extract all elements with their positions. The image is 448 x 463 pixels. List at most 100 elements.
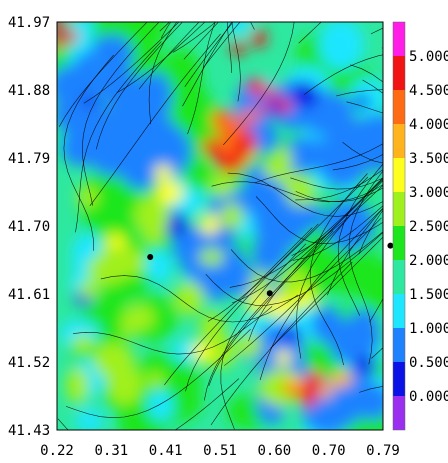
field-patch [57,22,67,32]
streamline [336,89,383,97]
field-patch [155,181,184,204]
streamline [211,181,383,203]
streamline [202,22,241,69]
field-patch [145,372,165,388]
colorbar-band [393,56,405,90]
y-axis-ticks: 41.97 41.88 41.79 41.70 41.61 41.52 41.43 [8,15,50,439]
field-patch [81,166,131,246]
streamline [57,378,240,430]
field-patch [263,158,288,180]
colorbar-band [393,362,405,396]
streamline [185,223,319,392]
streamline [255,196,383,245]
colorbar-band [393,158,405,192]
field-patch [249,125,280,153]
x-tick-label: 0.70 [312,443,346,459]
x-tick-label: 0.51 [203,443,237,459]
streamline [350,64,383,83]
streamline [381,47,383,49]
field-patch [78,280,100,299]
streamline [210,261,353,426]
field-patch [295,290,318,307]
marker-dot [387,242,394,249]
streamline [358,209,383,255]
streamline [227,172,383,217]
colorbar-label: 2.500 [409,219,448,235]
plot-area [56,21,394,431]
x-tick-label: 0.31 [94,443,128,459]
field-patch [154,164,172,182]
field-patch [266,86,279,99]
field-patch [57,34,66,50]
colorbar-label: 3.000 [409,185,448,201]
field-patch [199,213,220,235]
marker-dot [266,290,273,297]
streamline [348,170,383,365]
field-patch [209,173,235,198]
field-patch [147,389,174,422]
field-patch [174,281,205,316]
colorbar-band [393,90,405,124]
field-patch [227,22,251,36]
field-patch [257,102,271,113]
streamline [89,33,221,206]
streamline [83,22,180,104]
field-patch [97,54,133,101]
colorbar-band [393,192,405,226]
streamline [184,22,234,87]
field-patch [351,309,378,332]
field-patch [71,22,95,47]
streamline [75,41,162,233]
y-tick-label: 41.97 [8,15,50,31]
field-patch [323,199,375,251]
field-patch [220,202,243,231]
field-patch [121,315,138,339]
colorbar-label: 0.500 [409,355,448,371]
y-tick-label: 41.52 [8,355,50,371]
colorbar-band [393,124,405,158]
streamline [183,22,219,60]
streamline [58,22,148,127]
field-patch [93,290,127,327]
x-tick-label: 0.41 [149,443,183,459]
field-patch [109,119,148,163]
field-patch [276,99,293,112]
field-patch [109,234,126,249]
streamline [231,179,383,304]
field-patch [64,29,79,43]
colorbar-label: 0.000 [409,389,448,405]
colorbar-label: 1.000 [409,321,448,337]
x-tick-label: 0.79 [366,443,400,459]
field-patch [198,248,225,266]
streamline [346,101,383,114]
field-patch [240,109,260,124]
streamline [100,275,299,323]
field-patch [145,248,173,284]
field-patch [251,29,267,48]
streamline [95,22,183,150]
streamlines [57,22,383,430]
field-patch [365,92,383,110]
field-patch [359,259,383,312]
streamline [173,22,217,53]
streamline [65,328,251,419]
field-patch [75,407,104,430]
colorbar-frame [392,21,406,431]
streamline [231,22,241,102]
streamline [296,180,383,359]
streamline [223,22,295,146]
streamline [295,187,383,203]
colorbar-band [393,396,405,430]
colorbar-band [393,260,405,294]
y-tick-label: 41.79 [8,151,50,167]
colorbar-band [393,328,405,362]
field-patch [283,377,304,391]
streamline [290,177,383,190]
y-tick-label: 41.61 [8,287,50,303]
heatmap-fields [57,22,383,430]
field-patch [336,371,353,386]
y-tick-label: 41.43 [8,423,50,439]
y-tick-label: 41.88 [8,83,50,99]
marker-dot [147,253,154,260]
streamline [220,243,307,430]
